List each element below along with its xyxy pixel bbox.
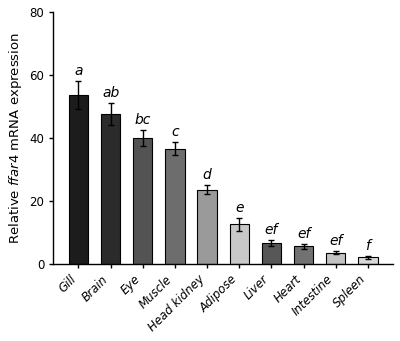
Text: ef: ef (297, 227, 310, 241)
Bar (198, 190, 217, 264)
Bar (262, 243, 281, 264)
Bar (294, 246, 313, 264)
Bar (165, 149, 185, 264)
Bar (101, 114, 120, 264)
Bar (230, 224, 249, 264)
Bar (358, 257, 378, 264)
Text: ef: ef (329, 234, 342, 248)
Text: a: a (74, 64, 83, 78)
Y-axis label: Relative $\it{ffar4}$ mRNA expression: Relative $\it{ffar4}$ mRNA expression (7, 32, 24, 244)
Text: ab: ab (102, 86, 119, 100)
Bar (69, 95, 88, 264)
Bar (326, 253, 346, 264)
Text: ef: ef (265, 223, 278, 237)
Text: e: e (235, 201, 244, 215)
Bar (133, 138, 152, 264)
Text: c: c (171, 125, 179, 139)
Text: bc: bc (135, 113, 151, 127)
Text: d: d (203, 168, 212, 182)
Text: f: f (366, 239, 370, 253)
